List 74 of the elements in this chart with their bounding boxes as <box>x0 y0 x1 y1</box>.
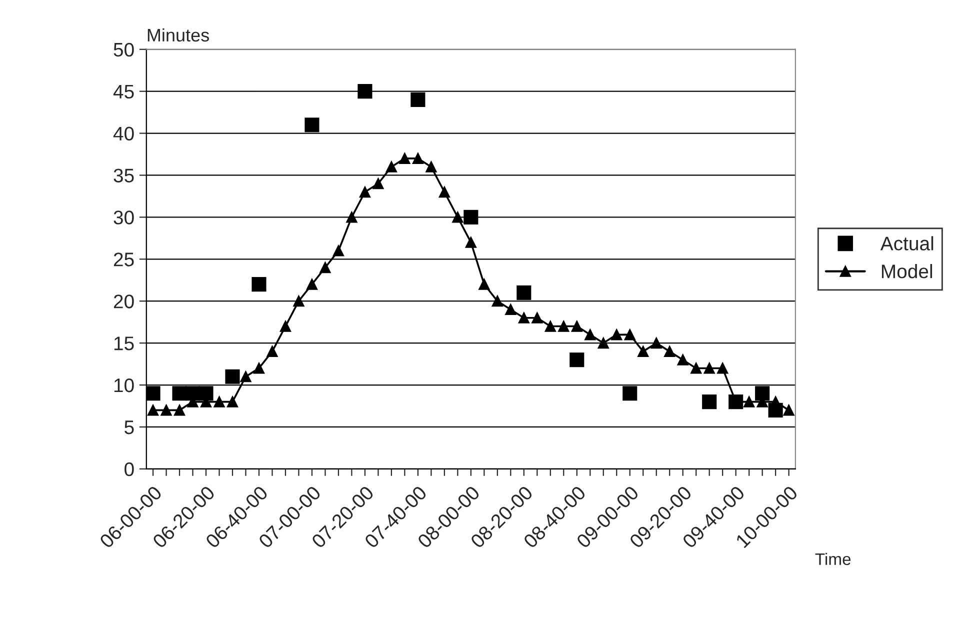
legend-label: Actual <box>880 236 934 250</box>
point <box>664 346 676 357</box>
y-tick-label: 40 <box>113 126 134 141</box>
point <box>372 178 384 190</box>
point <box>464 210 478 224</box>
point <box>611 329 622 340</box>
point <box>744 396 755 408</box>
y-axis-title: Minutes <box>148 28 209 42</box>
y-tick-label: 35 <box>114 168 134 182</box>
point <box>438 186 450 198</box>
point <box>304 118 320 132</box>
point <box>570 352 584 368</box>
point <box>386 161 397 172</box>
point <box>240 371 252 382</box>
point <box>516 285 532 300</box>
y-tick-label: 30 <box>114 210 134 224</box>
point <box>147 404 159 416</box>
point <box>702 394 717 410</box>
point <box>584 329 596 340</box>
point <box>280 320 292 332</box>
point <box>306 278 318 290</box>
point <box>624 329 636 340</box>
y-tick-label: 0 <box>124 462 134 476</box>
point <box>332 245 344 256</box>
point <box>544 320 556 332</box>
point <box>622 386 638 401</box>
point <box>174 404 186 416</box>
point <box>412 152 424 164</box>
point <box>638 346 649 357</box>
point <box>198 386 214 401</box>
point <box>558 320 570 332</box>
point <box>172 386 187 401</box>
point <box>225 369 240 384</box>
point <box>492 296 503 307</box>
point <box>399 152 410 164</box>
point <box>677 354 688 366</box>
y-tick-label: 5 <box>124 420 134 434</box>
point <box>532 312 543 324</box>
point <box>253 362 265 374</box>
point <box>266 346 278 357</box>
point <box>214 396 225 408</box>
point <box>346 212 358 223</box>
point <box>768 402 783 418</box>
point <box>704 362 715 374</box>
point <box>650 337 662 349</box>
point <box>518 312 530 324</box>
point <box>478 278 490 290</box>
y-tick-label: 10 <box>114 378 134 392</box>
point <box>452 212 464 223</box>
point <box>359 186 371 198</box>
point <box>598 337 609 349</box>
point <box>571 320 582 332</box>
point <box>783 404 794 416</box>
y-tick-label: 15 <box>114 336 134 350</box>
point <box>358 84 372 99</box>
point <box>146 386 160 401</box>
y-tick-label: 20 <box>114 294 134 308</box>
point <box>226 396 238 408</box>
point <box>160 404 172 416</box>
point <box>755 386 770 401</box>
legend-label: Model <box>882 264 932 278</box>
point <box>410 92 426 107</box>
point <box>717 362 728 374</box>
point <box>320 262 331 274</box>
point <box>465 236 476 248</box>
point <box>690 362 702 374</box>
point <box>505 304 516 316</box>
point <box>252 277 266 292</box>
y-tick-label: 45 <box>113 84 134 99</box>
y-tick-label: 25 <box>114 252 134 266</box>
point <box>293 296 304 307</box>
y-tick-label: 50 <box>114 42 134 57</box>
point <box>426 161 437 172</box>
x-axis-title: Time <box>815 552 851 566</box>
